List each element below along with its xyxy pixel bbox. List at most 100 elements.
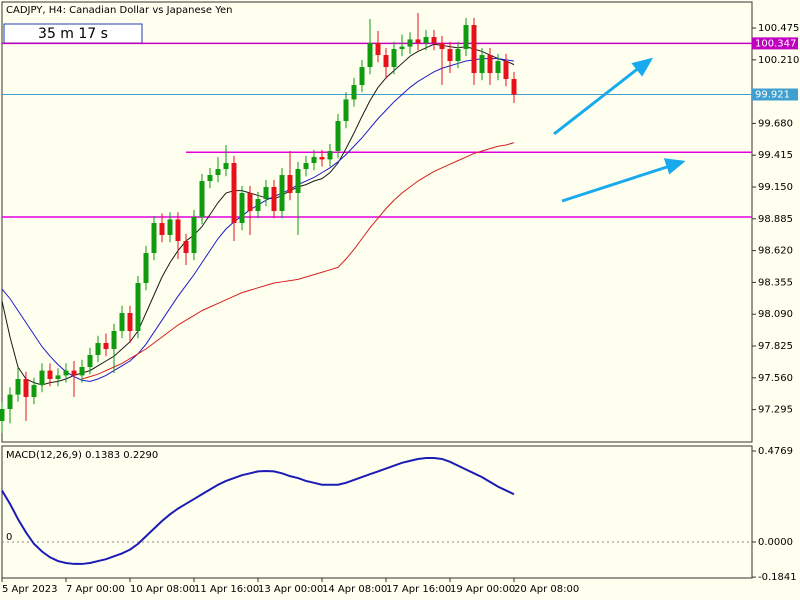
candle-body [175, 219, 181, 242]
candle-body [55, 375, 61, 380]
candle-body [159, 223, 165, 236]
arrows [553, 57, 686, 203]
y-tick-label: 97.295 [758, 405, 793, 416]
candle-body [335, 121, 341, 152]
candle-body [439, 43, 445, 50]
candle-body [327, 151, 333, 160]
y-tick-label: 98.355 [758, 277, 793, 288]
candle-body [503, 61, 509, 80]
candle-body [463, 25, 469, 50]
candle-body [471, 25, 477, 74]
candle-body [271, 187, 277, 212]
x-tick-label: 17 Apr 16:00 [386, 584, 451, 595]
level-label-box [752, 88, 798, 101]
y-tick-label: 98.090 [758, 309, 793, 320]
candle-body [511, 79, 517, 95]
y-tick-label: 100.210 [758, 55, 799, 66]
moving-average [81, 142, 515, 380]
y-tick-label: 97.825 [758, 341, 793, 352]
candle-body [399, 46, 405, 50]
arrow [561, 164, 671, 203]
candle-body [215, 169, 221, 176]
x-tick-label: 7 Apr 00:00 [66, 584, 125, 595]
y-tick-label: 0.0000 [758, 537, 793, 548]
macd-line [1, 457, 515, 565]
candle-body [87, 355, 93, 368]
x-tick-label: 14 Apr 08:00 [322, 584, 387, 595]
x-tick-label: 13 Apr 00:00 [258, 584, 323, 595]
candle-body [391, 49, 397, 68]
candle-body [375, 43, 381, 56]
candle-body [23, 379, 29, 398]
candle-body [15, 379, 21, 395]
x-tick-label: 10 Apr 08:00 [130, 584, 195, 595]
candle-body [63, 370, 69, 376]
candle-body [447, 49, 453, 62]
y-tick-label: 99.680 [758, 118, 793, 129]
candle-body [383, 55, 389, 68]
macd-panel [1, 445, 753, 579]
y-tick-label: 98.620 [758, 246, 793, 257]
candle-body [31, 385, 37, 398]
candle-body [407, 39, 413, 47]
macd-level-label: 0 [6, 532, 12, 543]
candle-body [7, 394, 13, 410]
candle-body [151, 223, 157, 254]
arrow-head [631, 57, 654, 77]
price-panel [1, 1, 753, 443]
candle-body [311, 157, 317, 164]
candle-body [183, 241, 189, 254]
macd-title: MACD(12,26,9) 0.1383 0.2290 [6, 450, 158, 461]
y-tick-label: -0.1841 [758, 572, 797, 583]
y-tick-label: 99.150 [758, 182, 793, 193]
candle-body [191, 217, 197, 254]
candle-body [423, 37, 429, 44]
arrow [553, 65, 641, 136]
x-tick-label: 20 Apr 08:00 [514, 584, 579, 595]
candle-body [487, 55, 493, 74]
y-tick-label: 0.4769 [758, 446, 793, 457]
candle-body [247, 193, 253, 212]
candle-body [255, 199, 261, 212]
candle-body [479, 55, 485, 74]
candle-body [207, 175, 213, 182]
candle-body [79, 367, 85, 376]
y-tick-label: 97.560 [758, 373, 793, 384]
candle-body [319, 157, 325, 160]
candle-body [431, 37, 437, 44]
candle-body [199, 181, 205, 218]
candle-body [127, 313, 133, 332]
candle-body [415, 39, 421, 44]
candle-body [279, 175, 285, 212]
x-tick-label: 5 Apr 2023 [2, 584, 57, 595]
y-tick-label: 100.475 [758, 23, 799, 34]
candle-body [359, 67, 365, 86]
candle-body [0, 409, 5, 422]
candle-body [495, 61, 501, 74]
level-label: 99.921 [755, 90, 790, 101]
candle-body [111, 331, 117, 350]
arrow-head [663, 158, 686, 175]
candle-body [287, 175, 293, 194]
x-tick-label: 11 Apr 16:00 [194, 584, 259, 595]
candle-body [103, 343, 109, 350]
candle-body [239, 193, 245, 224]
candle-body [343, 99, 349, 122]
candle-body [95, 343, 101, 356]
candle-body [263, 187, 269, 200]
candle-body [71, 370, 77, 376]
candle-body [167, 219, 173, 236]
level-label: 100.347 [755, 38, 796, 49]
x-tick-label: 19 Apr 00:00 [450, 584, 515, 595]
candle-body [231, 163, 237, 224]
timer: 35 m 17 s [38, 26, 108, 42]
candle-body [303, 163, 309, 170]
candle-body [351, 85, 357, 100]
candle-body [47, 370, 53, 380]
candle-body [455, 49, 461, 62]
candle-body [39, 370, 45, 386]
y-tick-label: 99.415 [758, 150, 793, 161]
candle-body [367, 43, 373, 68]
